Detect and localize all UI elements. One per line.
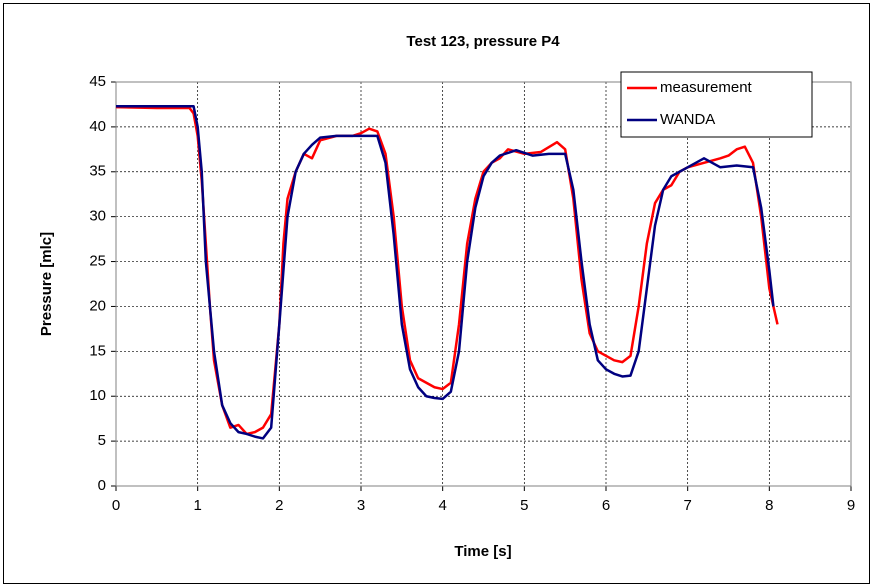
legend-label: measurement [660, 79, 753, 96]
y-tick-label: 45 [89, 73, 106, 90]
y-tick-label: 5 [98, 432, 106, 449]
x-tick-label: 0 [112, 497, 120, 514]
chart-title: Test 123, pressure P4 [406, 33, 560, 50]
legend-box [620, 71, 813, 138]
y-tick-label: 10 [89, 387, 106, 404]
series-line [116, 104, 775, 440]
y-tick-label: 15 [89, 342, 106, 359]
plot-area [116, 82, 851, 486]
plot-border [115, 81, 852, 487]
y-axis-label: Pressure [mlc] [38, 232, 55, 336]
y-tick-label: 20 [89, 297, 106, 314]
x-tick-label: 4 [438, 497, 446, 514]
x-tick-label: 9 [847, 497, 855, 514]
x-tick-label: 5 [520, 497, 528, 514]
x-tick-label: 1 [193, 497, 201, 514]
x-tick-label: 7 [683, 497, 691, 514]
y-tick-label: 40 [89, 118, 106, 135]
y-tick-label: 35 [89, 163, 106, 180]
y-tick-label: 0 [98, 477, 106, 494]
legend-label: WANDA [660, 111, 715, 128]
y-tick-label: 30 [89, 208, 106, 225]
x-axis-label: Time [s] [454, 543, 511, 560]
y-tick-label: 25 [89, 253, 106, 270]
x-tick-label: 8 [765, 497, 773, 514]
x-tick-label: 6 [602, 497, 610, 514]
x-tick-label: 2 [275, 497, 283, 514]
x-tick-label: 3 [357, 497, 365, 514]
